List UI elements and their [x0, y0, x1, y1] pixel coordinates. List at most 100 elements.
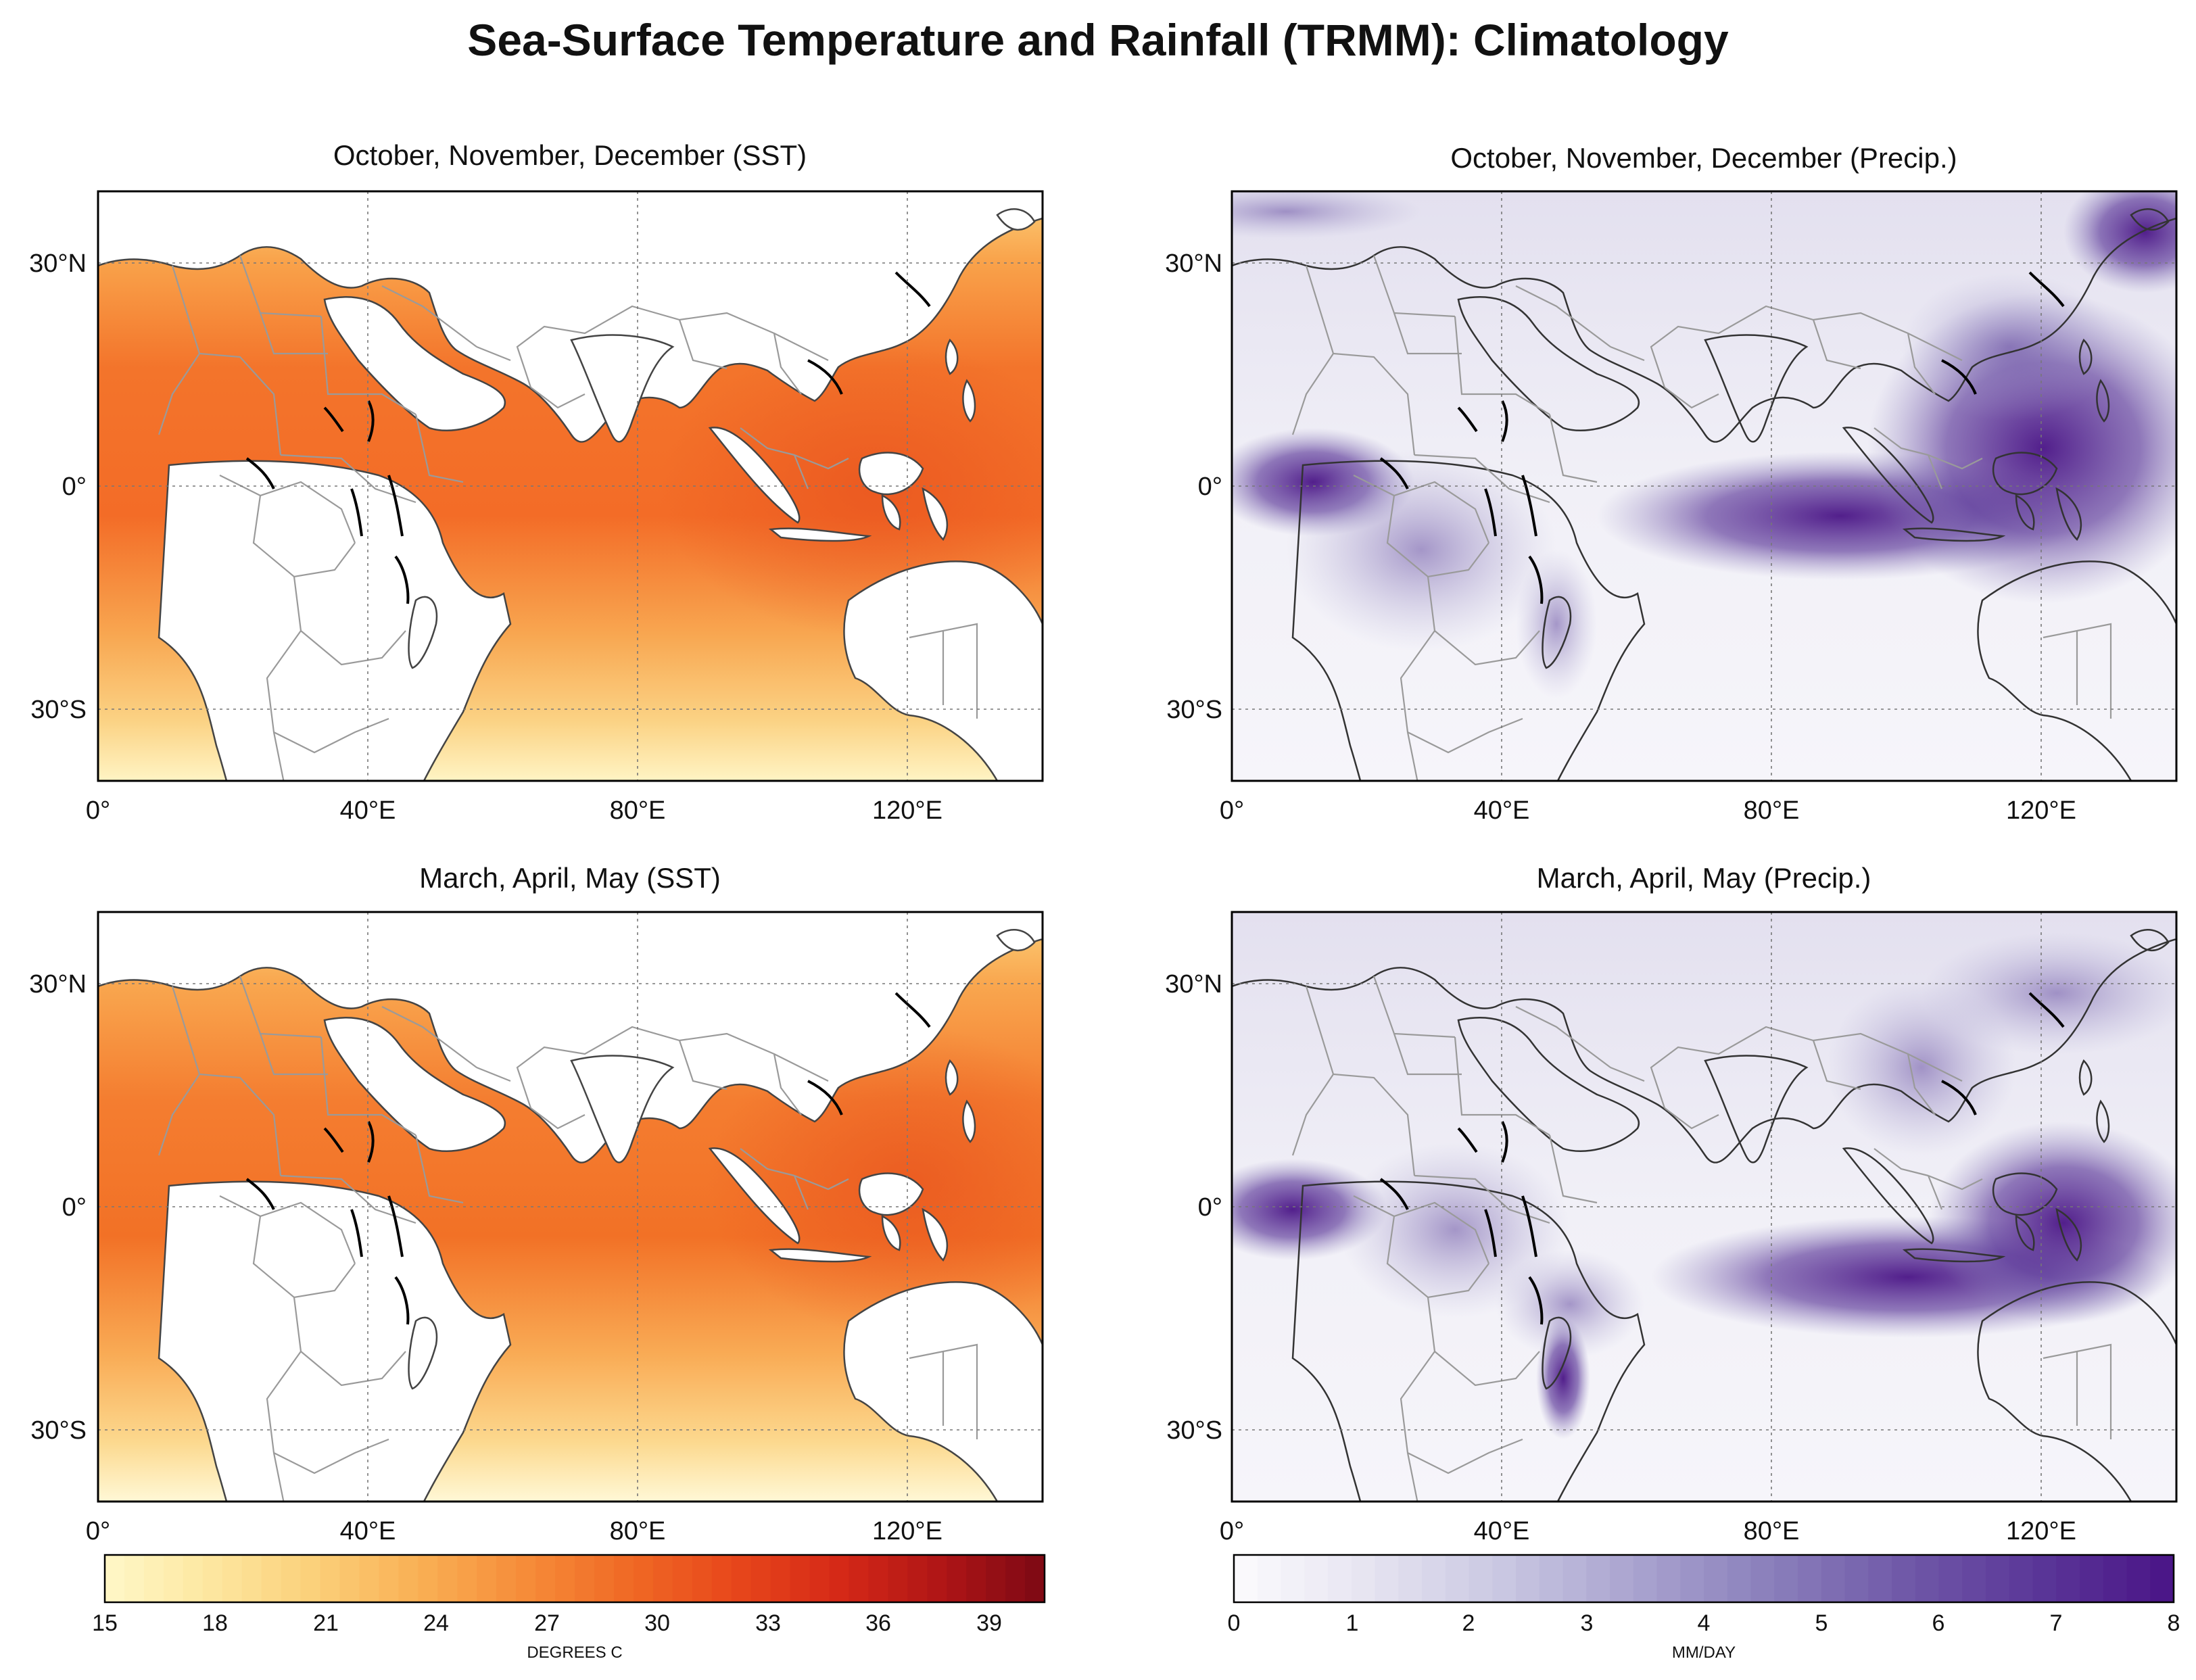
sst-colorbar-frame — [103, 1554, 1046, 1604]
y-tick: 30°N — [29, 249, 87, 278]
precip-tick: 7 — [2050, 1610, 2063, 1636]
x-tick: 80°E — [610, 796, 666, 825]
precip-colorbar-swatch — [1821, 1555, 1846, 1602]
precip-colorbar-swatch — [2103, 1555, 2128, 1602]
sst-colorbar-swatch — [770, 1555, 791, 1602]
x-tick: 40°E — [1474, 796, 1530, 825]
precip-colorbar-swatch — [2009, 1555, 2034, 1602]
map-area — [1232, 912, 2176, 1502]
gridlines — [1232, 912, 2176, 1502]
precip-tick: 2 — [1462, 1610, 1475, 1636]
y-ticks: 30°N 0° 30°S — [29, 249, 87, 724]
sst-colorbar-swatch — [1005, 1555, 1026, 1602]
precip-colorbar-swatch — [1516, 1555, 1540, 1602]
sst-colorbar-swatch — [829, 1555, 850, 1602]
sst-colorbar-swatch — [105, 1555, 125, 1602]
sst-colorbar-swatch — [652, 1555, 673, 1602]
rain-band — [2063, 191, 2176, 293]
sst-tick: 36 — [865, 1610, 891, 1636]
precip-tick: 3 — [1581, 1610, 1594, 1636]
x-tick: 0° — [1220, 796, 1244, 825]
x-tick: 0° — [86, 796, 110, 825]
sst-colorbar-swatch — [163, 1555, 184, 1602]
sst-colorbar-swatch — [947, 1555, 967, 1602]
precip-colorbar-swatch — [2150, 1555, 2174, 1602]
precip-tick: 0 — [1228, 1610, 1241, 1636]
precip-tick: 4 — [1698, 1610, 1711, 1636]
sst-tick: 30 — [644, 1610, 670, 1636]
precip-colorbar-swatch — [1422, 1555, 1446, 1602]
precip-tick: 6 — [1932, 1610, 1945, 1636]
sst-colorbar-swatch — [457, 1555, 477, 1602]
y-tick: 0° — [62, 473, 87, 501]
x-tick: 80°E — [1744, 796, 1800, 825]
x-tick: 0° — [1220, 1517, 1244, 1545]
precip-colorbar-swatch — [1844, 1555, 1869, 1602]
gridlines — [1232, 191, 2176, 781]
y-tick: 0° — [1198, 1193, 1222, 1222]
sst-colorbar-swatch — [496, 1555, 517, 1602]
precip-colorbar-swatch — [1610, 1555, 1634, 1602]
precip-colorbar-swatch — [1562, 1555, 1587, 1602]
precip-colorbar-swatch — [1868, 1555, 1892, 1602]
precip-colorbar-swatch — [1351, 1555, 1376, 1602]
sst-colorbar-ticks: 15 18 21 24 27 30 33 36 39 — [92, 1610, 1002, 1636]
precip-colorbar-swatch — [1656, 1555, 1681, 1602]
x-tick: 120°E — [872, 796, 942, 825]
x-tick: 0° — [86, 1517, 110, 1545]
sst-colorbar-swatch — [437, 1555, 458, 1602]
x-tick: 40°E — [1474, 1517, 1530, 1545]
precip-colorbar-label: MM/DAY — [1672, 1643, 1736, 1662]
x-tick: 120°E — [872, 1517, 942, 1545]
sst-colorbar-swatch — [868, 1555, 888, 1602]
y-tick: 30°N — [29, 970, 87, 999]
sst-colorbar-swatch — [613, 1555, 634, 1602]
sst-colorbar-swatch — [222, 1555, 243, 1602]
x-tick: 80°E — [610, 1517, 666, 1545]
panel-title: October, November, December (SST) — [333, 139, 807, 171]
map-area — [98, 191, 1043, 781]
precip-colorbar-swatch — [1234, 1555, 1258, 1602]
sst-colorbar-swatch — [790, 1555, 811, 1602]
map-frame — [97, 911, 1044, 1503]
y-tick: 30°S — [1166, 1416, 1222, 1445]
precip-colorbar-swatch — [1938, 1555, 1963, 1602]
sst-colorbar-swatch — [849, 1555, 869, 1602]
y-ticks: 30°N 0° 30°S — [1165, 970, 1222, 1445]
precip-colorbar-swatch — [1892, 1555, 1916, 1602]
precip-colorbar-swatch — [1962, 1555, 1986, 1602]
rain-band — [1536, 1318, 1590, 1439]
sst-colorbar-label: DEGREES C — [527, 1643, 622, 1662]
x-ticks: 0° 40°E 80°E 120°E — [1220, 796, 2076, 825]
precip-colorbar-swatch — [1257, 1555, 1282, 1602]
y-tick: 30°S — [30, 1416, 87, 1445]
sst-colorbar-swatch — [594, 1555, 615, 1602]
figure-title: Sea-Surface Temperature and Rainfall (TR… — [467, 15, 1729, 65]
precip-colorbar-swatch — [2126, 1555, 2151, 1602]
sst-colorbar-swatch — [241, 1555, 262, 1602]
precip-colorbar-swatch — [2056, 1555, 2080, 1602]
sst-colorbar-swatch — [359, 1555, 380, 1602]
precip-colorbar-swatch — [1281, 1555, 1305, 1602]
y-tick: 30°S — [30, 696, 87, 724]
precip-colorbar-swatch — [1704, 1555, 1728, 1602]
panel-mam-sst: March, April, May (SST) 0° 40°E 80°E 120… — [29, 862, 1044, 1545]
rain-band — [1496, 1250, 1644, 1358]
x-ticks: 0° 40°E 80°E 120°E — [86, 1517, 942, 1545]
map-area — [1232, 191, 2176, 781]
sst-colorbar-swatch — [183, 1555, 204, 1602]
x-ticks: 0° 40°E 80°E 120°E — [1220, 1517, 2076, 1545]
precip-colorbar-swatch — [1986, 1555, 2010, 1602]
panel-title: October, November, December (Precip.) — [1450, 142, 1957, 174]
x-ticks: 0° 40°E 80°E 120°E — [86, 796, 942, 825]
precip-colorbar-swatch — [1375, 1555, 1399, 1602]
precip-colorbar-swatches — [1234, 1555, 2174, 1602]
sst-tick: 21 — [313, 1610, 339, 1636]
rain-band — [1516, 550, 1597, 698]
sst-colorbar-swatch — [477, 1555, 497, 1602]
precip-colorbar-swatch — [1586, 1555, 1610, 1602]
precip-colorbar-swatch — [1680, 1555, 1704, 1602]
y-tick: 0° — [62, 1193, 87, 1222]
sst-tick: 33 — [755, 1610, 781, 1636]
